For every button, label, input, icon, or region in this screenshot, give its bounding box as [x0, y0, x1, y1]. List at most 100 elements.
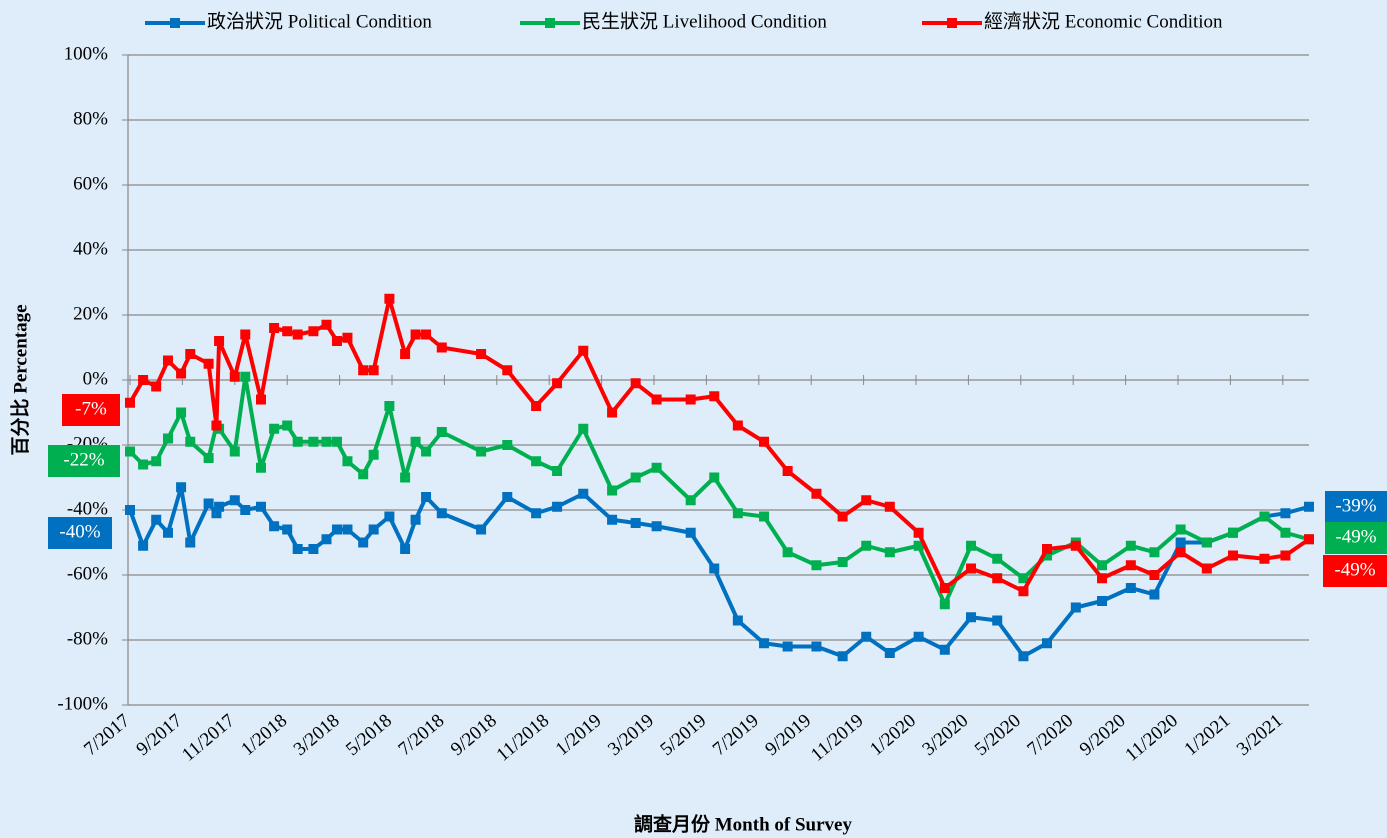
point-marker	[1125, 560, 1136, 571]
x-tick-label: 5/2018	[342, 710, 396, 760]
point-marker	[1259, 511, 1270, 522]
point-marker	[476, 446, 487, 457]
point-marker	[651, 462, 662, 473]
point-marker	[578, 345, 589, 356]
point-marker	[256, 501, 266, 512]
series-line	[128, 485, 1310, 659]
x-axis-title: 調查月份 Month of Survey	[634, 812, 852, 835]
point-marker	[308, 436, 319, 447]
value-label: -40%	[59, 521, 100, 542]
point-marker	[1175, 547, 1186, 558]
point-marker	[476, 349, 487, 359]
point-marker	[214, 501, 225, 512]
point-marker	[282, 326, 293, 337]
point-marker	[151, 514, 162, 525]
point-marker	[1280, 508, 1291, 519]
x-tick-label: 9/2020	[1076, 710, 1130, 760]
point-marker	[939, 599, 950, 610]
point-marker	[685, 527, 696, 538]
point-marker	[709, 563, 720, 574]
point-marker	[552, 378, 563, 389]
point-marker	[884, 547, 895, 558]
point-marker	[342, 332, 353, 343]
point-marker	[502, 492, 513, 502]
point-marker	[630, 378, 641, 389]
point-marker	[292, 544, 303, 554]
point-marker	[1018, 586, 1029, 597]
y-tick-label: -100%	[57, 693, 108, 714]
point-marker	[240, 371, 251, 382]
x-tick-label: 3/2018	[290, 710, 344, 760]
point-marker	[125, 505, 135, 515]
point-marker	[138, 459, 149, 470]
value-label: -7%	[75, 398, 107, 419]
point-marker	[331, 524, 342, 535]
point-marker	[269, 521, 280, 532]
point-marker	[240, 505, 251, 515]
point-marker	[837, 511, 848, 522]
point-marker	[269, 323, 280, 333]
point-marker	[476, 524, 487, 535]
point-marker	[1149, 547, 1160, 558]
point-marker	[1018, 651, 1029, 662]
point-marker	[342, 524, 353, 535]
x-tick-label: 3/2019	[604, 710, 658, 760]
point-marker	[384, 511, 395, 522]
point-marker	[282, 420, 293, 431]
legend-marker	[947, 18, 957, 28]
point-marker	[759, 638, 770, 649]
point-marker	[531, 401, 542, 411]
value-label-box	[62, 394, 120, 426]
point-marker	[1201, 537, 1212, 548]
legend-marker	[170, 18, 180, 28]
point-marker	[384, 293, 395, 304]
point-marker	[630, 518, 641, 528]
point-marker	[837, 557, 848, 567]
point-marker	[410, 436, 421, 447]
point-marker	[125, 446, 135, 457]
point-marker	[203, 498, 214, 509]
y-tick-label: -60%	[67, 563, 108, 584]
point-marker	[176, 368, 187, 379]
point-marker	[282, 524, 293, 535]
point-marker	[966, 540, 977, 551]
x-tick-label: 9/2017	[132, 710, 186, 760]
point-marker	[358, 469, 369, 480]
point-marker	[256, 394, 266, 405]
point-marker	[400, 544, 411, 554]
point-marker	[732, 420, 743, 431]
value-label-box	[1323, 555, 1387, 587]
point-marker	[308, 544, 319, 554]
point-marker	[203, 358, 214, 369]
point-marker	[1097, 560, 1108, 571]
point-marker	[421, 329, 432, 340]
point-marker	[421, 446, 432, 457]
point-marker	[410, 514, 421, 525]
x-tick-label: 9/2019	[761, 710, 815, 760]
point-marker	[321, 534, 332, 545]
point-marker	[1228, 550, 1239, 561]
point-marker	[811, 488, 822, 499]
y-tick-label: -80%	[67, 628, 108, 649]
point-marker	[151, 381, 162, 392]
point-marker	[1259, 553, 1270, 564]
point-marker	[162, 433, 173, 444]
point-marker	[782, 641, 793, 652]
legend-label: 經濟狀況 Economic Condition	[984, 10, 1223, 32]
value-label: -22%	[63, 449, 104, 470]
point-marker	[630, 472, 641, 483]
point-marker	[240, 329, 251, 340]
point-marker	[939, 644, 950, 655]
point-marker	[759, 436, 770, 447]
x-tick-label: 3/2021	[1233, 710, 1287, 760]
x-tick-label: 1/2018	[237, 710, 291, 760]
point-marker	[1280, 550, 1291, 561]
point-marker	[203, 453, 214, 463]
point-marker	[214, 336, 225, 346]
point-marker	[342, 456, 353, 467]
x-tick-label: 5/2019	[656, 710, 710, 760]
point-marker	[1125, 540, 1136, 551]
legend-label: 政治狀況 Political Condition	[207, 10, 432, 32]
